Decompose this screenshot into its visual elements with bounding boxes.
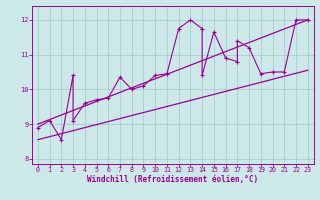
X-axis label: Windchill (Refroidissement éolien,°C): Windchill (Refroidissement éolien,°C)	[87, 175, 258, 184]
